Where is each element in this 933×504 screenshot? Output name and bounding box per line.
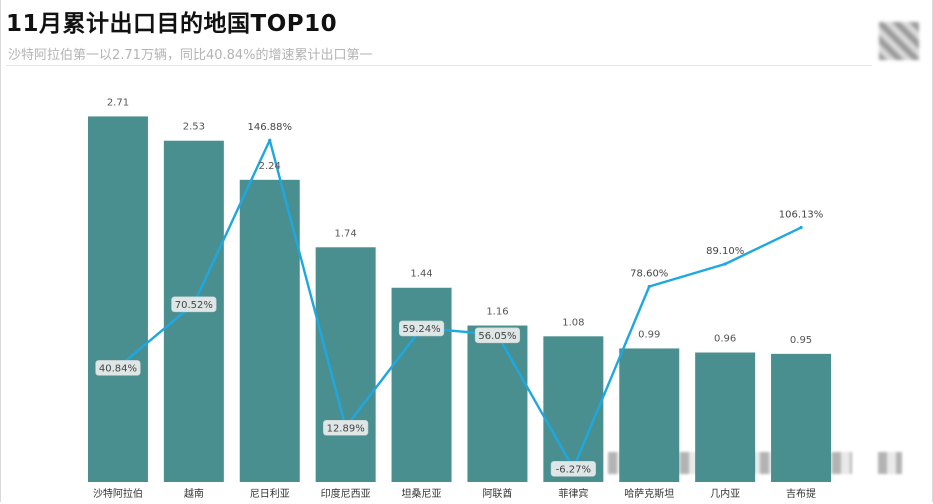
line-label-box (95, 360, 141, 376)
line-value-label: 70.52% (175, 300, 213, 311)
bar (771, 353, 832, 482)
bar (619, 348, 680, 482)
line-label-box (323, 419, 369, 436)
bar (695, 352, 756, 482)
line-value-label: 146.88% (248, 122, 293, 133)
category-tick-label: 阿联酋 (482, 487, 512, 500)
bar (87, 116, 148, 482)
line-value-label: 12.89% (327, 423, 365, 434)
category-tick-label: 几内亚 (710, 487, 740, 500)
line-value-label: 78.60% (630, 268, 668, 279)
category-tick-label: 哈萨克斯坦 (624, 487, 674, 500)
bar-value-label: 1.16 (486, 307, 508, 318)
category-tick-label: 尼日利亚 (250, 488, 290, 500)
line-label-box (550, 460, 596, 477)
line-value-label: 106.13% (779, 210, 824, 221)
bar-value-label: 1.44 (410, 269, 432, 280)
bar (391, 287, 452, 482)
growth-line (117, 139, 802, 470)
line-label-box (171, 296, 217, 313)
line-label-box (398, 320, 445, 337)
bar-value-label: 0.96 (714, 333, 736, 344)
bar-value-label: 2.71 (107, 97, 129, 108)
chart-title: 11月累计出口目的地国TOP10 (6, 11, 338, 37)
bar-value-label: 2.24 (259, 161, 281, 172)
bar (239, 179, 300, 482)
bar-value-label: 0.99 (638, 329, 660, 340)
bar (315, 247, 376, 482)
line-value-label: 59.24% (402, 324, 440, 335)
line-point (723, 262, 727, 266)
category-tick-label: 印度尼西亚 (321, 487, 371, 500)
line-point (647, 284, 651, 289)
category-tick-label: 越南 (184, 487, 204, 500)
blurred-logo-icon (879, 22, 919, 60)
bar (543, 336, 604, 482)
bar-value-label: 0.95 (790, 335, 812, 346)
bar-value-label: 1.08 (562, 317, 584, 328)
blurred-watermark (878, 452, 902, 474)
header-divider (6, 65, 872, 66)
line-value-label: 56.05% (478, 331, 516, 342)
category-tick-label: 菲律宾 (558, 487, 588, 500)
category-tick-label: 沙特阿拉伯 (93, 487, 143, 500)
line-label-box (474, 327, 521, 344)
line-point (799, 225, 803, 230)
bar-value-label: 1.74 (335, 228, 357, 239)
chart-subtitle: 沙特阿拉伯第一以2.71万辆，同比40.84%的增速累计出口第一 (8, 48, 373, 63)
bar (467, 325, 528, 482)
line-point (268, 138, 272, 142)
category-tick-label: 坦桑尼亚 (402, 487, 442, 500)
category-tick-label: 吉布提 (786, 488, 816, 500)
line-value-label: 40.84% (99, 363, 137, 374)
bar-value-label: 2.53 (183, 122, 205, 133)
line-value-label: -6.27% (556, 464, 591, 475)
line-value-label: 89.10% (706, 246, 744, 257)
